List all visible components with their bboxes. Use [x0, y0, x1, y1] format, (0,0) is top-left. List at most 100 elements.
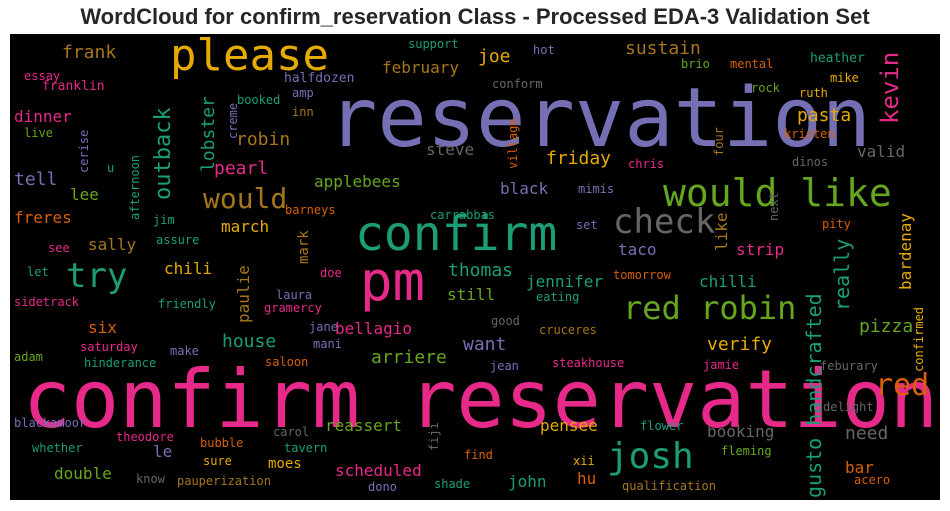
word-tell: tell [14, 169, 58, 190]
word-tomorrow: tomorrow [613, 268, 671, 282]
word-dinos: dinos [792, 155, 829, 169]
word-fiji: fiji [427, 421, 441, 451]
word-good: good [491, 314, 520, 328]
word-lee: lee [70, 185, 99, 204]
word-hu: hu [577, 469, 597, 488]
word-josh: josh [607, 436, 694, 477]
word-jean: jean [490, 359, 519, 373]
word-pensee: pensee [540, 416, 598, 435]
word-pity: pity [822, 217, 851, 231]
word-want: want [463, 334, 507, 355]
word-delight: delight [823, 400, 874, 414]
word-verify: verify [707, 334, 773, 355]
word-barneys: barneys [285, 203, 336, 217]
word-still: still [447, 285, 496, 304]
word-sally: sally [88, 235, 137, 254]
word-laura: laura [276, 288, 313, 302]
word-strip: strip [736, 240, 785, 259]
word-chilli: chilli [699, 272, 757, 291]
word-franklin: franklin [42, 79, 105, 94]
word-robin: robin [236, 129, 291, 150]
word-red-robin: red robin [623, 289, 797, 327]
word-mental: mental [730, 57, 774, 71]
word-heather: heather [810, 51, 865, 66]
word-jennifer: jennifer [526, 272, 604, 291]
word-steakhouse: steakhouse [552, 356, 625, 370]
word-jane: jane [309, 320, 338, 334]
word-outback: outback [151, 107, 176, 201]
word-cloud-canvas: reservation confirm reservation confirm pm p… [10, 34, 940, 500]
word-afternoon: afternoon [128, 154, 142, 220]
word-need: need [845, 423, 889, 444]
word-applebees: applebees [314, 172, 401, 191]
word-bar: bar [845, 458, 874, 477]
word-confirm-reservation: confirm reservation [22, 353, 938, 446]
word-frank: frank [62, 42, 117, 63]
word-make: make [170, 344, 199, 358]
word-mark: mark [296, 229, 312, 264]
word-cerise: cerise [77, 129, 91, 174]
word-check: check [613, 202, 716, 242]
word-six: six [88, 318, 117, 337]
word-acero: acero [854, 473, 891, 487]
word-live: live [24, 126, 53, 140]
word-hot: hot [533, 43, 555, 57]
word-set: set [576, 218, 598, 232]
word-saloon: saloon [265, 355, 309, 369]
word-reservation: reservation [328, 71, 872, 166]
word-inn: inn [292, 105, 314, 119]
word-brio: brio [681, 57, 710, 71]
word-pizza: pizza [859, 316, 914, 337]
word-find: find [464, 448, 493, 462]
word-flower: flower [640, 419, 684, 433]
word-qualification: qualification [622, 479, 716, 493]
word-halfdozen: halfdozen [284, 71, 355, 86]
word-four: four [712, 126, 726, 156]
word-try: try [66, 256, 128, 296]
word-kristen: kristen [784, 127, 835, 141]
word-doe: doe [320, 266, 342, 280]
word-mike: mike [830, 71, 859, 85]
word-really: really [830, 238, 854, 311]
word-moes: moes [268, 456, 302, 472]
word-black: black [500, 179, 549, 198]
word-double: double [54, 464, 112, 483]
word-chili: chili [164, 259, 213, 278]
word-would: would [203, 182, 288, 215]
word-tavern: tavern [284, 441, 328, 455]
word-sure: sure [203, 454, 232, 468]
word-john: john [508, 472, 547, 491]
word-see: see [48, 241, 70, 255]
word-know: know [136, 472, 165, 486]
word-reassert: reassert [325, 416, 403, 435]
word-gusto-handcrafted: gusto handcrafted [802, 293, 826, 498]
word-let: let [27, 265, 49, 279]
word-feburary: feburary [820, 359, 878, 373]
word-dinner: dinner [14, 107, 72, 126]
word-booked: booked [237, 93, 281, 107]
word-bardenay: bardenay [896, 212, 915, 290]
word-confirmed: confirmed [912, 306, 926, 372]
word-saturday: saturday [80, 340, 138, 354]
word-support: support [408, 37, 459, 51]
word-shade: shade [434, 477, 471, 491]
word-arriere: arriere [371, 347, 447, 368]
word-dono: dono [368, 480, 397, 494]
word-fleming: fleming [721, 444, 772, 458]
word-sustain: sustain [625, 38, 701, 59]
word-jim: jim [153, 213, 175, 227]
chart-title: WordCloud for confirm_reservation Class … [80, 4, 870, 29]
word-adam: adam [14, 350, 43, 364]
word-would-like: would like [663, 171, 892, 215]
word-mani: mani [313, 337, 342, 351]
word-february: february [382, 58, 460, 77]
word-mimis: mimis [578, 182, 615, 196]
word-confirm: confirm [355, 206, 558, 262]
word-whether: whether [32, 441, 83, 455]
word-hinderance: hinderance [84, 356, 157, 370]
word-bellagio: bellagio [335, 319, 413, 338]
word-ruth: ruth [799, 86, 828, 100]
word-scheduled: scheduled [335, 461, 422, 480]
word-u: u [107, 161, 115, 175]
word-village: village [506, 118, 520, 170]
